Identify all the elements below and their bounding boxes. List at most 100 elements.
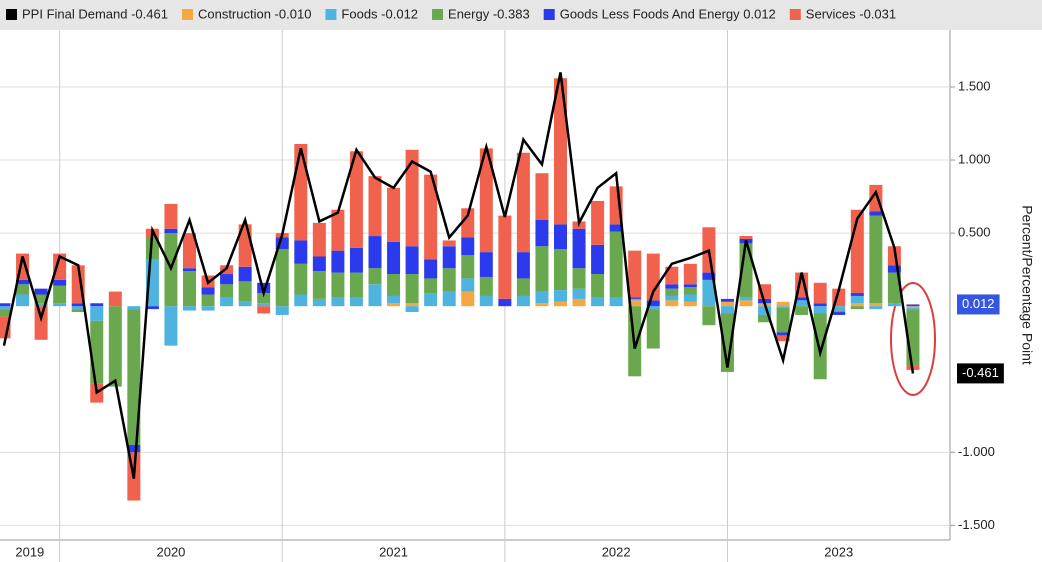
- bar-segment: [665, 300, 679, 307]
- y-tick-label: 0.500: [958, 225, 991, 240]
- bar-segment: [869, 303, 883, 307]
- bar-segment: [127, 445, 141, 453]
- bar-segment: [183, 306, 196, 311]
- bar-segment: [349, 247, 363, 273]
- bar-segment: [887, 303, 901, 307]
- bar-segment: [479, 276, 493, 296]
- bar-segment: [16, 294, 30, 307]
- bar-segment: [683, 301, 697, 307]
- bar-segment: [702, 279, 716, 307]
- bar-segment: [145, 306, 159, 310]
- bar-segment: [609, 224, 623, 232]
- bar-segment: [183, 268, 196, 272]
- bar-segment: [71, 309, 85, 313]
- bar-segment: [461, 237, 475, 256]
- bar-segment: [795, 297, 809, 301]
- bar-segment: [53, 279, 67, 286]
- bar-segment: [813, 306, 827, 314]
- bar-segment: [554, 301, 567, 307]
- bar-segment: [683, 287, 697, 295]
- bar-segment: [535, 303, 549, 307]
- legend-swatch: [789, 9, 801, 20]
- bar-segment: [34, 306, 48, 340]
- bar-segment: [646, 309, 660, 349]
- bar-segment: [758, 314, 772, 323]
- bar-segment: [424, 259, 438, 279]
- bar-segment: [813, 282, 827, 304]
- bar-segment: [572, 298, 586, 307]
- bar-segment: [0, 303, 11, 307]
- value-badge: [957, 294, 1000, 315]
- bar-segment: [349, 272, 363, 298]
- bar-segment: [665, 284, 679, 289]
- bar-segment: [906, 304, 920, 307]
- bar-segment: [461, 208, 475, 238]
- bar-segment: [164, 228, 178, 234]
- bar-segment: [869, 211, 883, 216]
- bar-segment: [758, 306, 772, 315]
- bar-segment: [591, 200, 605, 245]
- bar-segment: [850, 303, 864, 307]
- bar-segment: [591, 297, 605, 307]
- bar-segment: [90, 303, 104, 307]
- bar-segment: [71, 306, 85, 310]
- value-badge-label: 0.012: [962, 296, 995, 311]
- bar-segment: [739, 297, 753, 301]
- bar-segment: [201, 287, 215, 295]
- bar-segment: [145, 237, 159, 260]
- bar-segment: [572, 288, 586, 299]
- bar-segment: [795, 306, 809, 315]
- legend-label: Energy -0.383: [448, 6, 530, 21]
- bar-segment: [257, 293, 271, 304]
- bar-segment: [220, 274, 234, 285]
- bar-segment: [368, 176, 382, 237]
- bar-segment: [201, 294, 215, 307]
- bar-segment: [238, 301, 252, 307]
- value-badge-label: -0.461: [962, 365, 999, 380]
- bar-segment: [535, 219, 549, 247]
- legend-swatch: [432, 9, 444, 20]
- y-tick-label: -1.000: [958, 444, 995, 459]
- bar-segment: [387, 295, 401, 304]
- bar-segment: [683, 294, 697, 302]
- bar-segment: [665, 295, 679, 301]
- bar-segment: [387, 187, 401, 242]
- x-tick-label: 2021: [379, 544, 408, 559]
- bar-segment: [776, 301, 790, 307]
- bar-segment: [609, 297, 623, 307]
- bar-segment: [424, 293, 438, 307]
- bar-segment: [349, 297, 363, 307]
- bar-segment: [554, 78, 567, 225]
- bar-segment: [442, 291, 456, 307]
- x-tick-label: 2020: [156, 544, 185, 559]
- bar-segment: [238, 266, 252, 282]
- bar-segment: [554, 249, 567, 291]
- bar-segment: [442, 268, 456, 292]
- bar-segment: [405, 149, 419, 247]
- y-axis-title: Percent/Percentage Point: [1019, 205, 1035, 365]
- bar-segment: [498, 298, 512, 307]
- bar-segment: [665, 266, 679, 285]
- bar-segment: [331, 250, 345, 273]
- bar-segment: [16, 284, 30, 295]
- bar-segment: [850, 306, 864, 310]
- x-tick-label: 2023: [824, 544, 853, 559]
- bar-segment: [34, 288, 48, 295]
- bar-segment: [53, 253, 67, 280]
- bar-segment: [461, 255, 475, 279]
- bar-segment: [368, 268, 382, 285]
- bar-segment: [108, 291, 122, 307]
- bar-segment: [90, 320, 104, 384]
- bar-segment: [294, 294, 308, 307]
- bar-segment: [0, 309, 11, 317]
- bar-segment: [238, 281, 252, 302]
- bar-segment: [405, 303, 419, 307]
- bar-segment: [516, 152, 530, 253]
- bar-segment: [108, 306, 122, 387]
- bar-segment: [479, 252, 493, 277]
- bar-segment: [516, 252, 530, 279]
- bar-segment: [739, 236, 753, 239]
- bar-segment: [535, 246, 549, 292]
- bar-segment: [535, 291, 549, 304]
- bar-segment: [220, 284, 234, 298]
